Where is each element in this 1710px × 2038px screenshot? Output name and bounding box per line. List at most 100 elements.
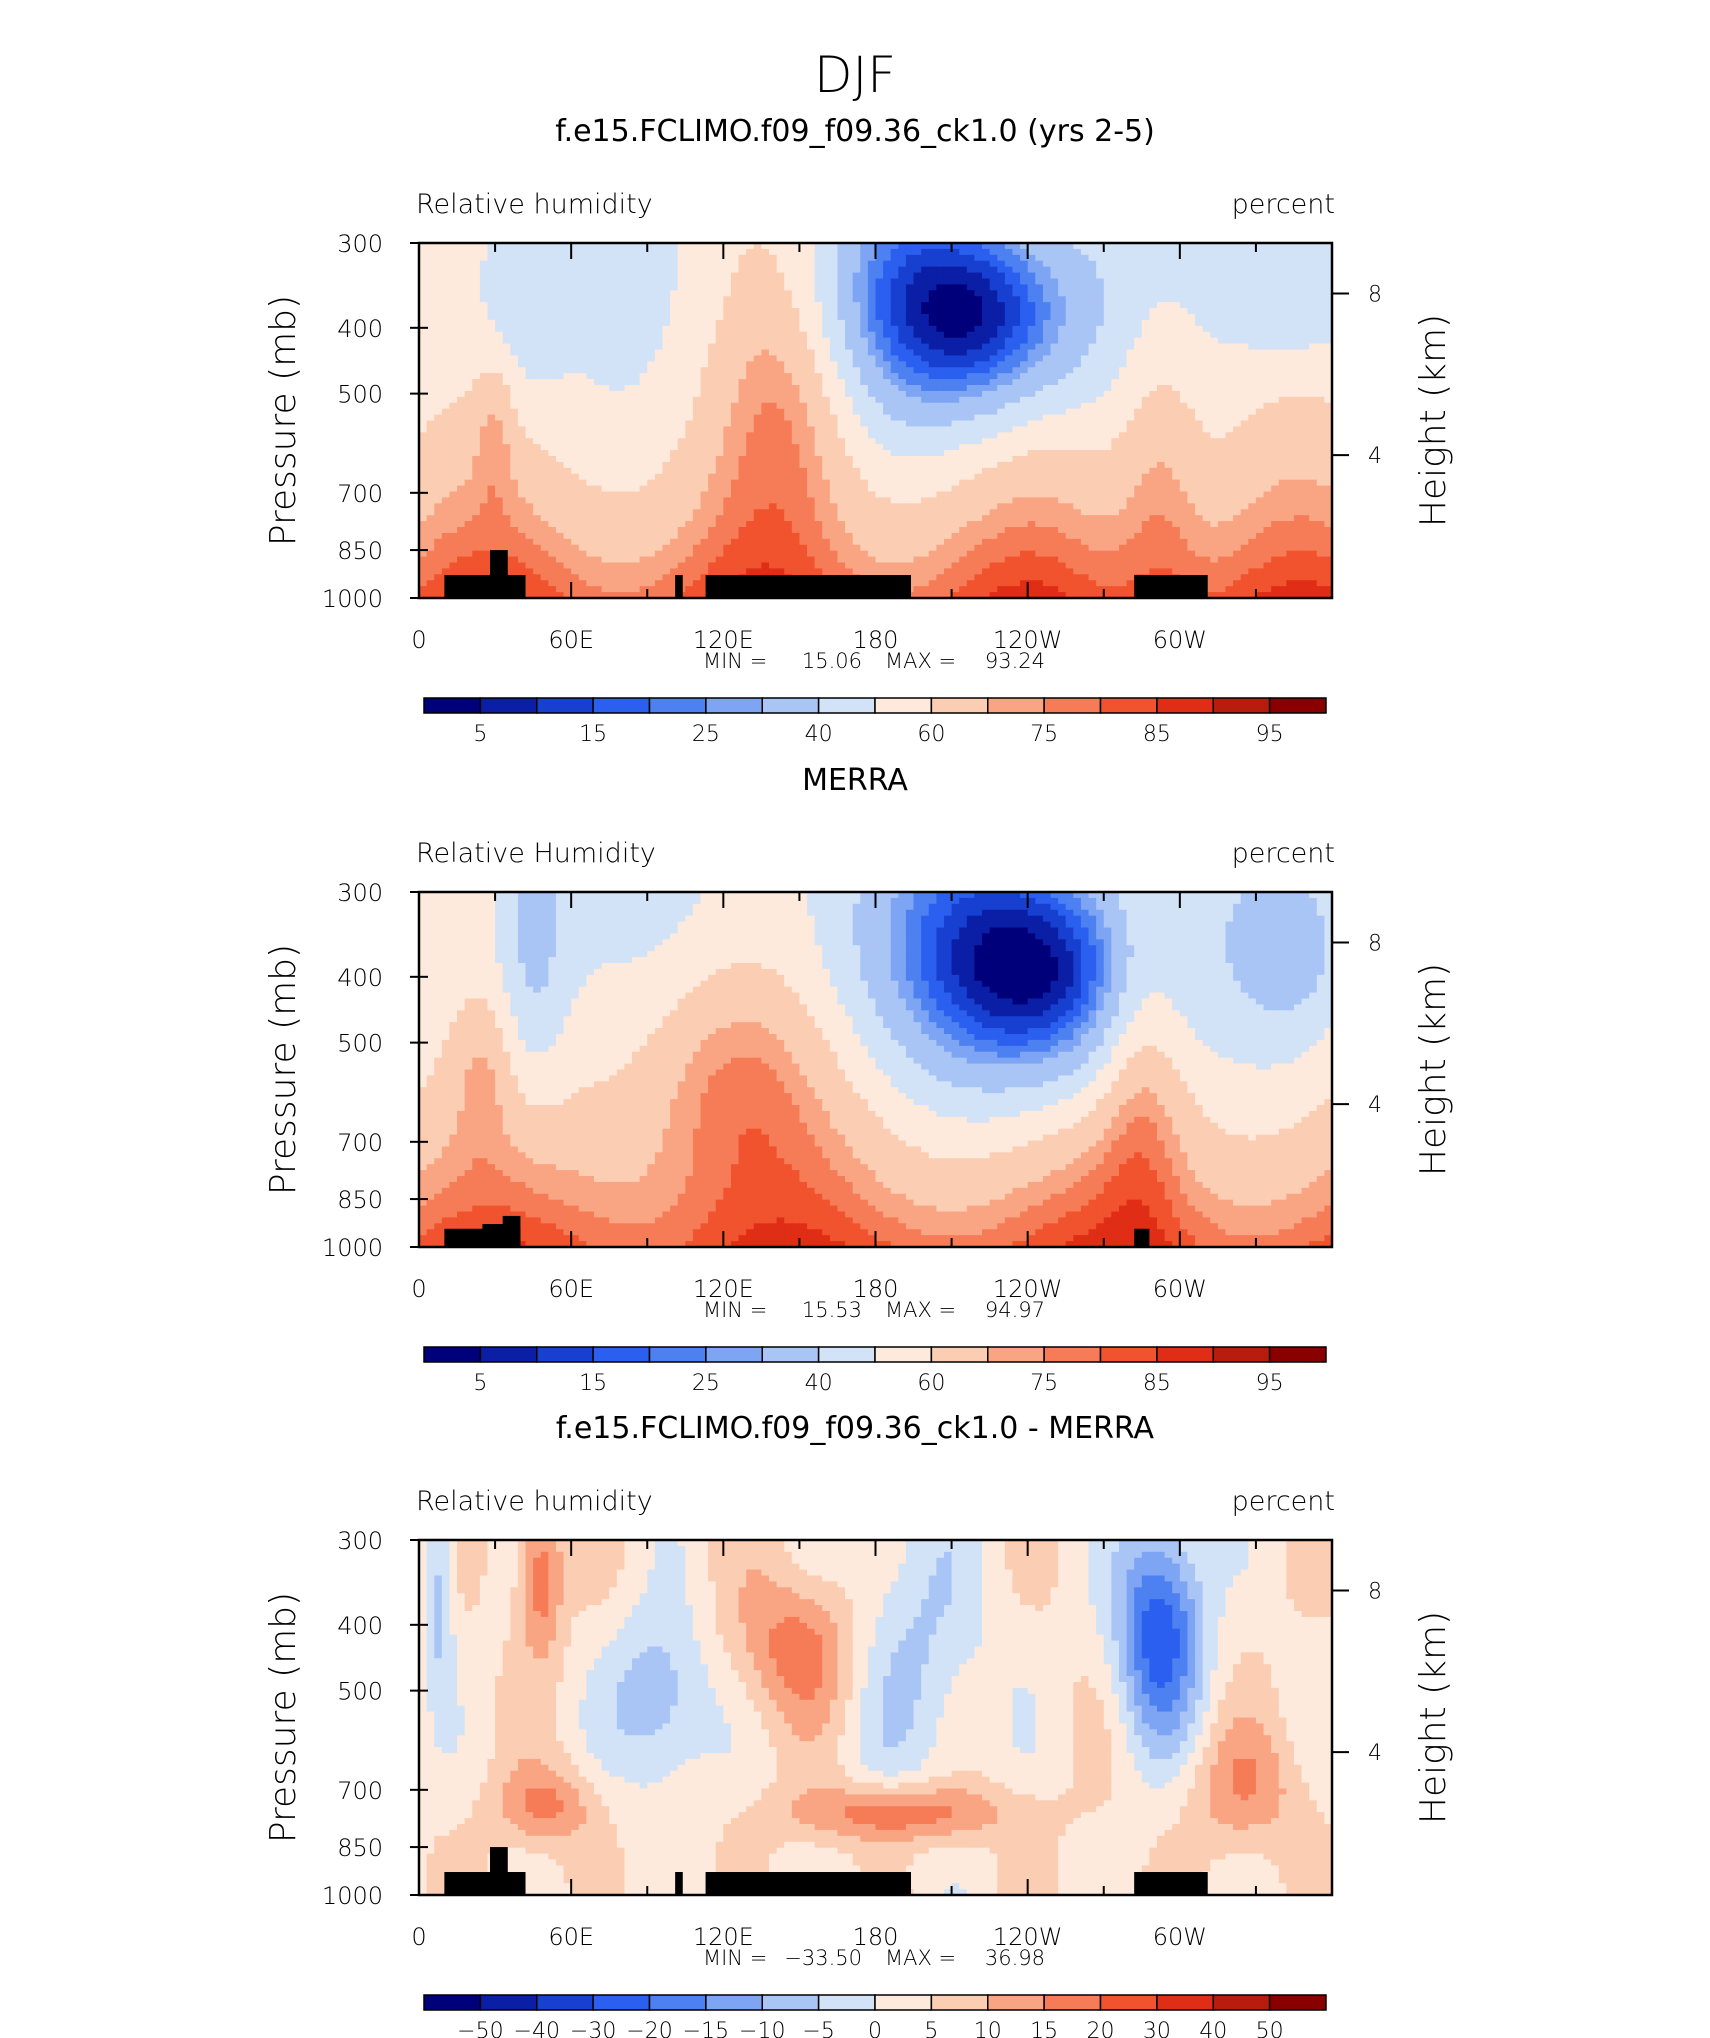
field-cell bbox=[883, 337, 892, 345]
field-cell bbox=[1240, 266, 1249, 274]
field-cell bbox=[616, 260, 626, 268]
field-cell bbox=[1020, 284, 1029, 291]
field-cell bbox=[464, 426, 473, 433]
field-cell bbox=[1172, 432, 1181, 439]
field-cell bbox=[723, 314, 732, 321]
field-cell bbox=[974, 302, 983, 309]
field-cell bbox=[1027, 390, 1036, 398]
field-cell bbox=[479, 254, 489, 262]
field-cell bbox=[1103, 473, 1112, 481]
field-cell bbox=[982, 450, 991, 457]
field-cell bbox=[730, 479, 740, 487]
field-cell bbox=[685, 284, 694, 291]
field-cell bbox=[845, 254, 854, 262]
field-cell bbox=[913, 319, 922, 327]
field-cell bbox=[1088, 373, 1097, 380]
field-cell bbox=[1248, 426, 1257, 433]
field-cell bbox=[495, 266, 504, 274]
field-cell bbox=[1179, 390, 1189, 398]
field-cell bbox=[1157, 349, 1166, 357]
field-cell bbox=[913, 444, 922, 451]
field-cell bbox=[647, 426, 656, 433]
field-cell bbox=[1233, 325, 1242, 333]
field-cell bbox=[890, 432, 899, 439]
field-cell bbox=[860, 302, 869, 309]
field-cell bbox=[609, 355, 618, 362]
field-cell bbox=[951, 314, 960, 321]
field-cell bbox=[616, 456, 626, 463]
field-cell bbox=[730, 444, 740, 451]
field-cell bbox=[1035, 272, 1044, 280]
field-cell bbox=[898, 284, 907, 291]
field-cell bbox=[943, 485, 953, 493]
field-cell bbox=[548, 355, 557, 362]
field-cell bbox=[1301, 248, 1310, 256]
field-cell bbox=[441, 243, 451, 250]
field-cell bbox=[1309, 373, 1318, 380]
field-cell bbox=[1141, 325, 1150, 333]
field-cell bbox=[1263, 461, 1272, 469]
field-cell bbox=[936, 260, 945, 268]
field-cell bbox=[457, 432, 466, 439]
field-cell bbox=[1240, 373, 1249, 380]
field-cell bbox=[905, 485, 915, 493]
field-cell bbox=[1248, 450, 1257, 457]
field-cell bbox=[807, 456, 816, 463]
field-cell bbox=[1149, 296, 1158, 303]
field-cell bbox=[1035, 319, 1044, 327]
field-cell bbox=[837, 390, 846, 398]
field-cell bbox=[974, 248, 983, 256]
field-cell bbox=[1118, 408, 1128, 416]
field-cell bbox=[677, 319, 686, 327]
field-cell bbox=[1065, 308, 1074, 315]
field-cell bbox=[517, 248, 527, 256]
field-cell bbox=[434, 473, 443, 481]
field-cell bbox=[1293, 444, 1303, 451]
field-cell bbox=[517, 485, 527, 493]
field-cell bbox=[715, 302, 724, 309]
field-cell bbox=[555, 331, 565, 339]
field-cell bbox=[632, 420, 641, 428]
field-cell bbox=[548, 450, 557, 457]
field-cell bbox=[1134, 343, 1143, 351]
field-cell bbox=[692, 296, 702, 303]
field-cell bbox=[563, 385, 572, 392]
field-cell bbox=[1286, 379, 1295, 386]
field-cell bbox=[555, 266, 565, 274]
field-cell bbox=[852, 349, 861, 357]
field-cell bbox=[540, 343, 549, 351]
field-cell bbox=[982, 473, 991, 481]
field-cell bbox=[1309, 337, 1318, 345]
field-cell bbox=[495, 319, 504, 327]
field-cell bbox=[1020, 314, 1029, 321]
field-cell bbox=[1126, 331, 1135, 339]
field-cell bbox=[1141, 390, 1150, 398]
field-cell bbox=[730, 296, 740, 303]
field-cell bbox=[1324, 373, 1332, 380]
field-cell bbox=[959, 485, 968, 493]
field-cell bbox=[791, 349, 801, 357]
field-cell bbox=[632, 290, 641, 297]
field-cell bbox=[1004, 408, 1014, 416]
field-cell bbox=[1316, 379, 1325, 386]
field-cell bbox=[586, 444, 595, 451]
field-cell bbox=[845, 296, 854, 303]
field-cell bbox=[677, 373, 686, 380]
field-cell bbox=[441, 390, 451, 398]
field-cell bbox=[913, 438, 922, 445]
field-cell bbox=[601, 367, 610, 374]
field-cell bbox=[784, 290, 793, 297]
field-cell bbox=[601, 278, 610, 286]
field-cell bbox=[715, 343, 724, 351]
field-cell bbox=[647, 284, 656, 291]
field-cell bbox=[563, 331, 572, 339]
field-cell bbox=[860, 385, 869, 392]
field-cell bbox=[761, 420, 770, 428]
field-cell bbox=[761, 385, 770, 392]
field-cell bbox=[715, 284, 724, 291]
field-cell bbox=[586, 349, 595, 357]
field-cell bbox=[1164, 290, 1173, 297]
field-cell bbox=[1195, 243, 1204, 250]
field-cell bbox=[692, 408, 702, 416]
field-cell bbox=[609, 302, 618, 309]
